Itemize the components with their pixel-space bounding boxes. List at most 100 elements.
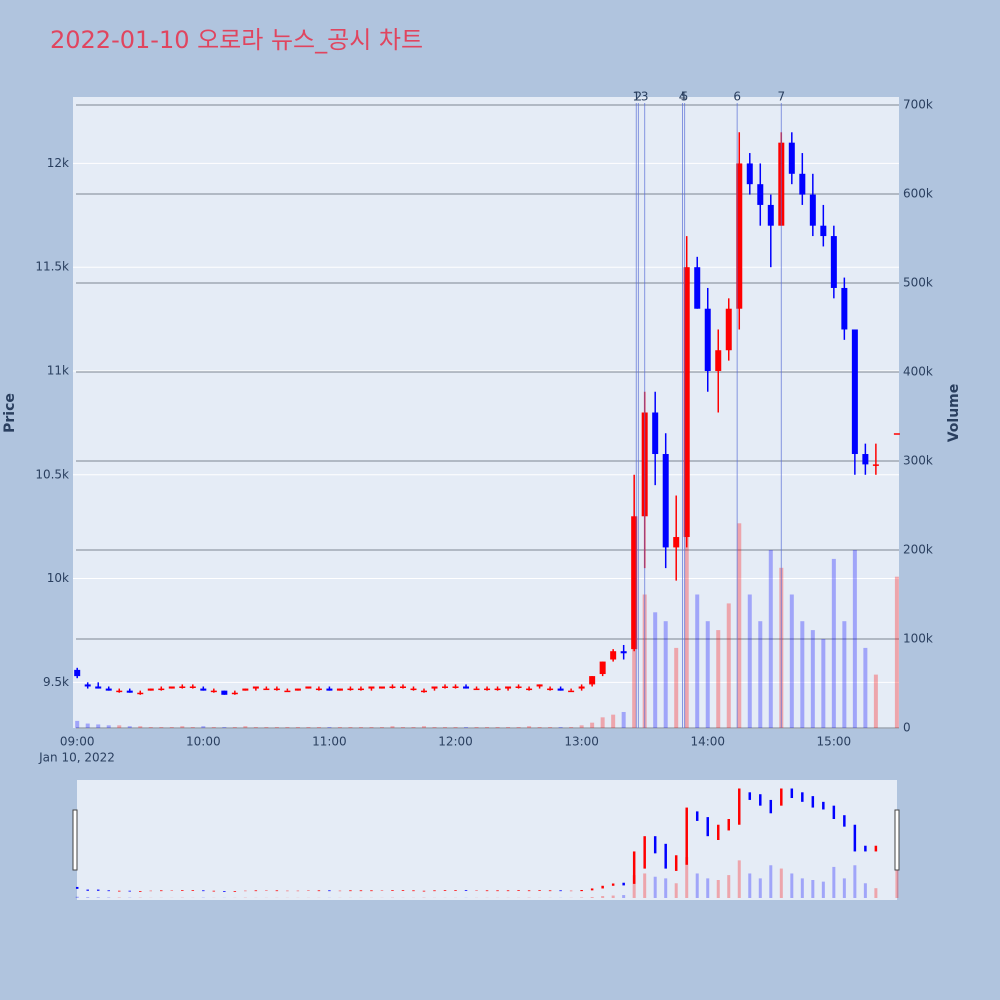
- candle-body: [547, 688, 554, 691]
- volume-bar: [358, 727, 363, 728]
- volume-bar: [474, 727, 479, 728]
- candle-body: [326, 688, 333, 691]
- candle-body: [620, 651, 627, 654]
- slider-volume-bar: [737, 860, 741, 898]
- slider-handle[interactable]: [72, 809, 78, 871]
- candle-body: [378, 686, 385, 689]
- slider-volume-bar: [863, 883, 867, 898]
- volume-bar: [831, 558, 836, 728]
- y2-axis-title: Volume: [946, 384, 962, 443]
- range-slider[interactable]: [77, 780, 897, 900]
- candle-body: [767, 204, 774, 226]
- candle-body: [273, 688, 280, 691]
- event-label: 3: [641, 90, 649, 104]
- slider-volume-bar: [664, 878, 668, 898]
- slider-volume-bar: [895, 870, 899, 898]
- candle-body: [505, 686, 512, 689]
- volume-bar: [579, 725, 584, 728]
- candle-body: [284, 690, 291, 693]
- volume-bar: [421, 726, 426, 728]
- candle-body: [715, 350, 722, 371]
- volume-bar: [222, 727, 227, 728]
- slider-volume-bar: [832, 866, 836, 898]
- plot-area: [73, 97, 899, 728]
- candle-body: [673, 537, 680, 548]
- volume-bar: [495, 727, 500, 728]
- volume-bar: [316, 727, 321, 728]
- volume-bar: [369, 727, 374, 728]
- volume-bar: [695, 594, 700, 728]
- candle-body: [74, 669, 81, 677]
- slider-volume-bar: [800, 878, 804, 898]
- y-tick-label: 12k: [47, 156, 69, 170]
- candle-body: [599, 661, 606, 675]
- slider-volume-bar: [727, 875, 731, 898]
- candle-body: [147, 688, 154, 691]
- candle-body: [336, 688, 343, 691]
- candle-body: [557, 688, 564, 691]
- slider-volume-bar: [75, 896, 79, 898]
- candle-body: [683, 267, 690, 538]
- volume-bar: [611, 714, 616, 728]
- candle-body: [526, 688, 533, 691]
- candle-body: [221, 690, 228, 695]
- candle-body: [725, 308, 732, 351]
- volume-bar: [873, 674, 878, 728]
- candle-body: [263, 688, 270, 691]
- x-tick-label: 15:00: [817, 735, 852, 749]
- volume-bar: [348, 727, 353, 728]
- volume-bar: [810, 630, 815, 728]
- candle-body: [893, 433, 900, 435]
- candle-body: [168, 686, 175, 689]
- volume-bar: [516, 727, 521, 728]
- volume-bar: [96, 724, 101, 728]
- volume-bar: [768, 550, 773, 728]
- volume-bar: [379, 727, 384, 728]
- slider-handle[interactable]: [894, 809, 900, 871]
- volume-bar: [453, 727, 458, 728]
- candle-body: [179, 686, 186, 688]
- volume-bar: [106, 725, 111, 728]
- slider-volume-bar: [779, 868, 783, 898]
- candle-body: [694, 267, 701, 309]
- y2-tick-label: 300k: [903, 454, 933, 468]
- candle-body: [399, 686, 406, 688]
- volume-bar: [243, 726, 248, 728]
- slider-volume-bar: [716, 880, 720, 898]
- event-label: 6: [733, 90, 741, 104]
- candle-body: [851, 329, 858, 455]
- candle-body: [578, 686, 585, 689]
- volume-bar: [789, 594, 794, 728]
- slider-volume-bar: [674, 883, 678, 898]
- candle-body: [820, 225, 827, 237]
- volume-bar: [169, 727, 174, 728]
- slider-volume-bar: [601, 896, 605, 898]
- x-tick-label: 10:00: [186, 735, 221, 749]
- slider-volume-bar: [748, 873, 752, 898]
- volume-bar: [758, 621, 763, 728]
- volume-bar: [190, 727, 195, 728]
- candle-body: [452, 686, 459, 688]
- slider-volume-bar: [611, 895, 615, 898]
- y-tick-label: 9.5k: [43, 675, 69, 689]
- candle-body: [652, 412, 659, 455]
- slider-volume-bar: [811, 880, 815, 898]
- candle-body: [568, 690, 575, 693]
- candle-body: [494, 688, 501, 691]
- slider-volume-bar: [821, 881, 825, 898]
- candle-body: [809, 194, 816, 226]
- volume-bar: [894, 576, 899, 728]
- slider-volume-bar: [874, 888, 878, 898]
- y2-tick-label: 700k: [903, 98, 933, 112]
- candle-body: [210, 690, 217, 693]
- slider-volume-bar: [632, 875, 636, 898]
- volume-bar: [705, 621, 710, 728]
- x-tick-label: 13:00: [564, 735, 599, 749]
- volume-bar: [485, 727, 490, 728]
- candle-body: [126, 690, 133, 693]
- slider-volume-bar: [685, 857, 689, 898]
- candle-body: [305, 686, 312, 689]
- slider-volume-bar: [758, 878, 762, 898]
- candle-body: [484, 688, 491, 691]
- volume-bar: [232, 727, 237, 728]
